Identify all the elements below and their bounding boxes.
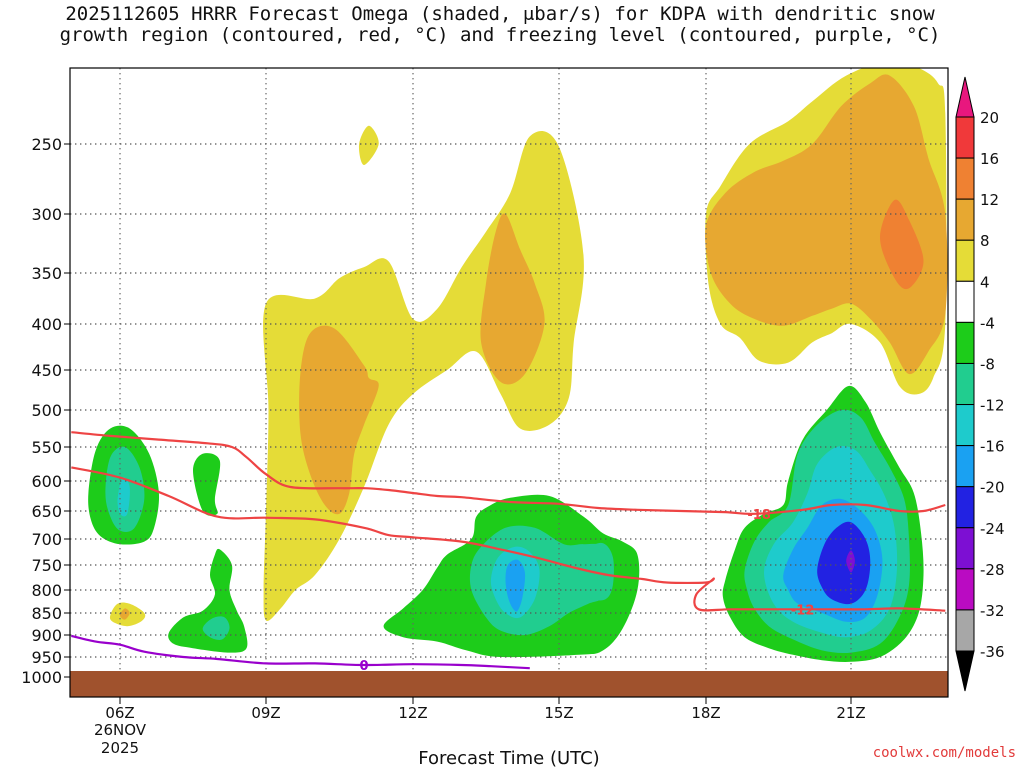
terrain-band	[70, 671, 948, 697]
colorbar: 20 16 12 8 4 -4 -8 -12 -16 -20 -24 -28 -32 -36	[955, 76, 1005, 692]
y-axis-ticks: 250 300 350 400 450 500 550 600 650 700 750 800 850 9…	[21, 135, 70, 687]
colorbar-label-7: -12	[980, 397, 1005, 415]
omega-region-12	[193, 453, 221, 516]
omega-region-14	[202, 616, 230, 640]
colorbar-label-10: -24	[980, 520, 1005, 538]
grid-lines	[70, 68, 948, 671]
y-tick-label-800: 800	[31, 581, 62, 600]
y-tick-label-250: 250	[31, 135, 62, 154]
y-tick-label-500: 500	[31, 401, 62, 420]
colorbar-bin-3	[955, 239, 975, 282]
x-tick-label-21Z: 21Z	[836, 704, 865, 722]
colorbar-label-2: 12	[980, 191, 999, 209]
omega-shaded-regions	[88, 68, 948, 662]
contour-line--18	[71, 431, 946, 515]
y-tick-label-750: 750	[31, 556, 62, 575]
omega-region-4	[705, 74, 948, 375]
y-tick-label-450: 450	[31, 361, 62, 380]
colorbar-bin-7	[955, 404, 975, 447]
colorbar-label-9: -20	[980, 479, 1005, 497]
y-tick-label-600: 600	[31, 472, 62, 491]
colorbar-label-0: 20	[980, 109, 999, 127]
terrain-fill	[70, 671, 948, 697]
colorbar-bin-0	[955, 116, 975, 159]
date-label-day: 26NOV	[94, 721, 147, 739]
contour-label--12: -12	[791, 603, 815, 618]
omega-region-8	[120, 608, 130, 620]
y-tick-label-850: 850	[31, 604, 62, 623]
colorbar-bin-12	[955, 609, 975, 652]
colorbar-bin-11	[955, 568, 975, 611]
colorbar-label-6: -8	[980, 355, 995, 373]
plot-frame	[69, 67, 949, 698]
colorbar-bin-1	[955, 157, 975, 200]
y-tick-label-900: 900	[31, 626, 62, 645]
contour-line--12	[71, 466, 946, 612]
omega-region-25	[846, 550, 855, 573]
colorbar-label-12: -32	[980, 602, 1005, 620]
omega-region-5	[880, 199, 924, 290]
colorbar-bin-4	[955, 280, 975, 323]
x-axis-ticks: 06Z 09Z 12Z 15Z 18Z 21Z	[105, 697, 866, 722]
contour-lines	[71, 431, 946, 670]
date-label-year: 2025	[101, 739, 139, 757]
colorbar-label-5: -4	[980, 314, 995, 332]
colorbar-bin-2	[955, 198, 975, 241]
colorbar-bottom-triangle	[955, 650, 975, 692]
x-tick-label-18Z: 18Z	[691, 704, 720, 722]
contour-line-0	[71, 634, 530, 670]
colorbar-bin-6	[955, 362, 975, 406]
x-tick-label-06Z: 06Z	[105, 704, 134, 722]
colorbar-bin-5	[955, 321, 975, 364]
omega-region-1	[299, 325, 379, 515]
y-tick-label-950: 950	[31, 648, 62, 667]
colorbar-label-13: -36	[980, 643, 1005, 661]
colorbar-label-11: -28	[980, 561, 1005, 579]
chart-title-line-1: 2025112605 HRRR Forecast Omega (shaded, …	[65, 3, 935, 25]
watermark: coolwx.com/models	[873, 745, 1016, 761]
colorbar-bin-9	[955, 486, 975, 529]
colorbar-bin-10	[955, 527, 975, 570]
omega-region-11	[117, 477, 130, 517]
contour-label--18: -18	[747, 508, 771, 523]
x-tick-label-09Z: 09Z	[251, 704, 280, 722]
x-tick-label-12Z: 12Z	[398, 704, 427, 722]
y-tick-label-1000: 1000	[21, 668, 62, 687]
omega-region-24	[817, 521, 871, 605]
chart-title-line-2: growth region (contoured, red, °C) and f…	[59, 24, 941, 46]
x-axis-label: Forecast Time (UTC)	[418, 748, 599, 768]
y-tick-label-400: 400	[31, 315, 62, 334]
omega-region-6	[358, 125, 379, 165]
colorbar-top-triangle	[955, 76, 975, 118]
omega-region-18	[505, 559, 526, 612]
y-tick-label-350: 350	[31, 264, 62, 283]
colorbar-bin-8	[955, 445, 975, 488]
colorbar-label-1: 16	[980, 150, 999, 168]
y-tick-label-700: 700	[31, 530, 62, 549]
y-tick-label-650: 650	[31, 502, 62, 521]
chart-title: 2025112605 HRRR Forecast Omega (shaded, …	[0, 4, 1000, 46]
colorbar-label-3: 8	[980, 232, 990, 250]
y-tick-label-550: 550	[31, 438, 62, 457]
contour-labels: -18 -12 0	[359, 508, 815, 674]
y-tick-label-300: 300	[31, 205, 62, 224]
colorbar-label-8: -16	[980, 438, 1005, 456]
contour-label-0: 0	[359, 659, 368, 674]
colorbar-label-4: 4	[980, 273, 990, 291]
omega-region-2	[480, 213, 545, 385]
x-tick-label-15Z: 15Z	[544, 704, 573, 722]
